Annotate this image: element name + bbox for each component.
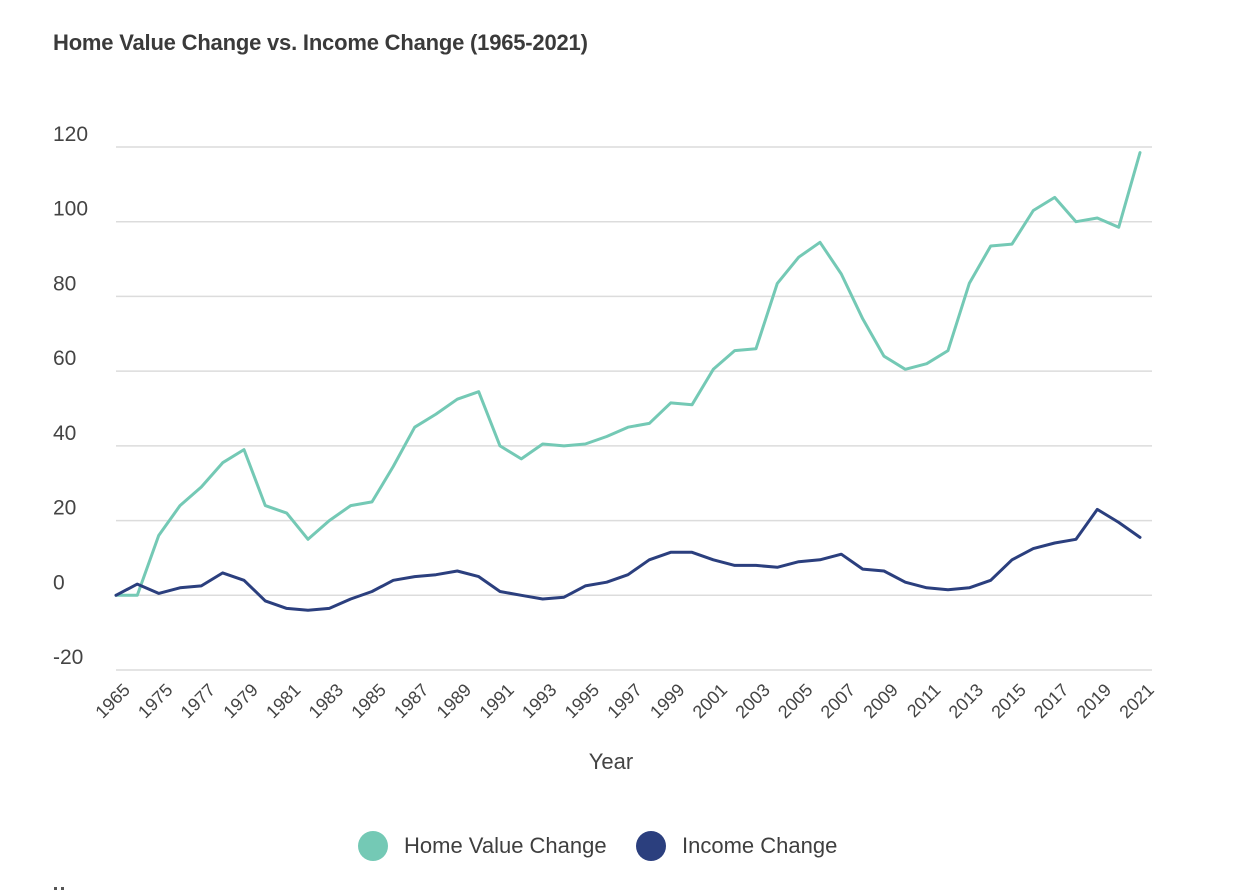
y-axis-ticks: -20 0 20 40 60 80 100 120 xyxy=(53,123,88,669)
x-tick-label: 2021 xyxy=(1115,680,1157,722)
x-tick-label: 2001 xyxy=(689,680,731,722)
y-tick-label: -20 xyxy=(53,646,83,669)
x-tick-label: 2011 xyxy=(903,680,945,722)
series-lines xyxy=(114,151,1142,612)
x-axis-ticks: 1965 1975 1977 1979 1981 1983 1985 1987 1989 1991… xyxy=(91,680,1157,722)
x-tick-label: 1965 xyxy=(91,680,133,722)
x-tick-label: 1979 xyxy=(219,680,261,722)
chart-title: Home Value Change vs. Income Change (196… xyxy=(53,30,588,55)
x-tick-label: 1975 xyxy=(134,680,176,722)
x-tick-label: 1999 xyxy=(646,680,688,722)
x-tick-label: 2015 xyxy=(987,680,1029,722)
x-tick-label: 1991 xyxy=(475,680,517,722)
x-tick-label: 1977 xyxy=(177,680,219,722)
x-tick-label: 1985 xyxy=(347,680,389,722)
x-tick-label: 2019 xyxy=(1073,680,1115,722)
series-line-income xyxy=(114,507,1142,612)
series-line-home-value xyxy=(114,151,1142,597)
x-tick-label: 1989 xyxy=(433,680,475,722)
x-tick-label: 2005 xyxy=(774,680,816,722)
gridlines xyxy=(116,146,1152,671)
x-tick-label: 1981 xyxy=(262,680,304,722)
legend-label-home-value: Home Value Change xyxy=(404,833,607,858)
x-tick-label: 1993 xyxy=(518,680,560,722)
y-tick-label: 40 xyxy=(53,422,76,445)
x-tick-label: 2017 xyxy=(1030,680,1072,722)
y-tick-label: 100 xyxy=(53,198,88,221)
legend-item-home-value: Home Value Change xyxy=(358,826,607,866)
x-tick-label: 1983 xyxy=(305,680,347,722)
y-tick-label: 120 xyxy=(53,123,88,146)
x-tick-label: 2009 xyxy=(859,680,901,722)
legend-item-income: Income Change xyxy=(636,826,837,866)
x-tick-label: 1995 xyxy=(561,680,603,722)
y-tick-label: 20 xyxy=(53,497,76,520)
legend-label-income: Income Change xyxy=(682,833,838,858)
y-tick-label: 80 xyxy=(53,272,76,295)
x-tick-label: 2003 xyxy=(731,680,773,722)
y-tick-label: 60 xyxy=(53,347,76,370)
legend-swatch-income xyxy=(636,831,666,861)
x-axis-label: Year xyxy=(589,749,633,774)
legend-swatch-home-value xyxy=(358,831,388,861)
x-tick-label: 1987 xyxy=(390,680,432,722)
x-tick-label: 1997 xyxy=(603,680,645,722)
legend: Home Value Change Income Change xyxy=(0,826,1256,866)
x-tick-label: 2013 xyxy=(945,680,987,722)
y-tick-label: 0 xyxy=(53,571,65,594)
brand-logo xyxy=(52,880,232,890)
x-tick-label: 2007 xyxy=(817,680,859,722)
